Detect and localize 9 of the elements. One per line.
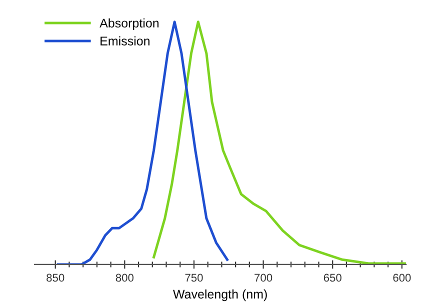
x-tick-label: 800 <box>116 274 134 282</box>
x-tick-label: 650 <box>324 274 342 282</box>
legend-label: Absorption <box>100 18 159 30</box>
x-tick-label: 850 <box>46 274 64 282</box>
x-tick-label: 700 <box>254 274 272 282</box>
x-tick-label: 750 <box>185 274 203 282</box>
legend-label: Emission <box>100 36 150 46</box>
x-axis-title: Wavelength (nm) <box>173 289 267 302</box>
x-tick-label: 600 <box>393 274 411 282</box>
